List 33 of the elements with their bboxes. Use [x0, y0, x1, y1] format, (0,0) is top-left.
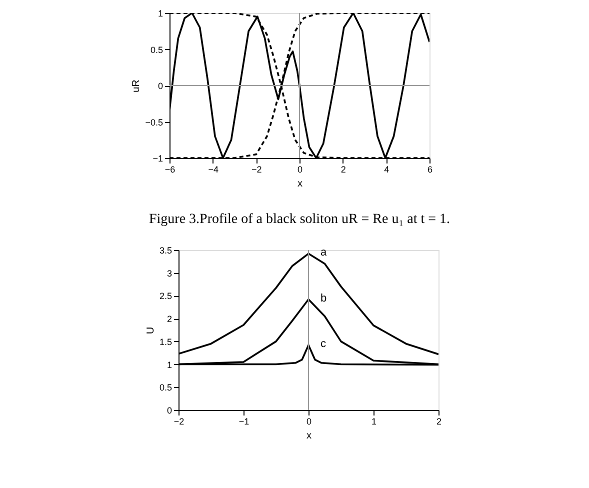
- y-tick-label: 0: [158, 81, 163, 91]
- y-tick-label: 1.5: [159, 336, 172, 347]
- y-axis-title: U: [145, 326, 156, 334]
- x-tick-label: 0: [306, 416, 312, 426]
- y-tick-label: 3: [166, 268, 172, 278]
- caption: Figure 3.Profile of a black soliton uR = Re u₁ at t = 1.: [148, 212, 450, 227]
- x-tick-label: −6: [164, 164, 176, 174]
- x-tick-label: 0: [297, 164, 303, 174]
- series-label: a: [320, 246, 328, 259]
- y-tick-label: 0.5: [150, 44, 163, 55]
- y-tick-label: 2.5: [159, 291, 172, 302]
- x-axis-title: x: [297, 178, 302, 190]
- y-tick-label: 3.5: [159, 246, 172, 256]
- x-tick-label: −2: [174, 416, 184, 426]
- x-tick-label: 6: [427, 164, 433, 174]
- y-axis-title: uR: [131, 80, 142, 92]
- x-tick-label: 4: [384, 164, 390, 174]
- y-tick-label: −1: [152, 154, 163, 164]
- y-tick-label: 1: [158, 8, 163, 18]
- y-tick-label: −0.5: [145, 117, 163, 128]
- x-axis-title: x: [306, 430, 312, 442]
- y-tick-label: 1: [166, 360, 172, 370]
- x-tick-label: −4: [208, 164, 218, 174]
- x-tick-label: 2: [340, 164, 346, 174]
- y-tick-label: 0: [166, 406, 172, 416]
- x-tick-label: 2: [436, 416, 442, 426]
- y-tick-label: 2: [166, 314, 172, 324]
- series-label: b: [320, 292, 327, 304]
- x-tick-label: 1: [371, 416, 377, 426]
- x-tick-label: −1: [238, 416, 250, 426]
- y-tick-label: 0.5: [159, 382, 172, 393]
- series-label: c: [320, 338, 326, 350]
- x-tick-label: −2: [252, 164, 262, 174]
